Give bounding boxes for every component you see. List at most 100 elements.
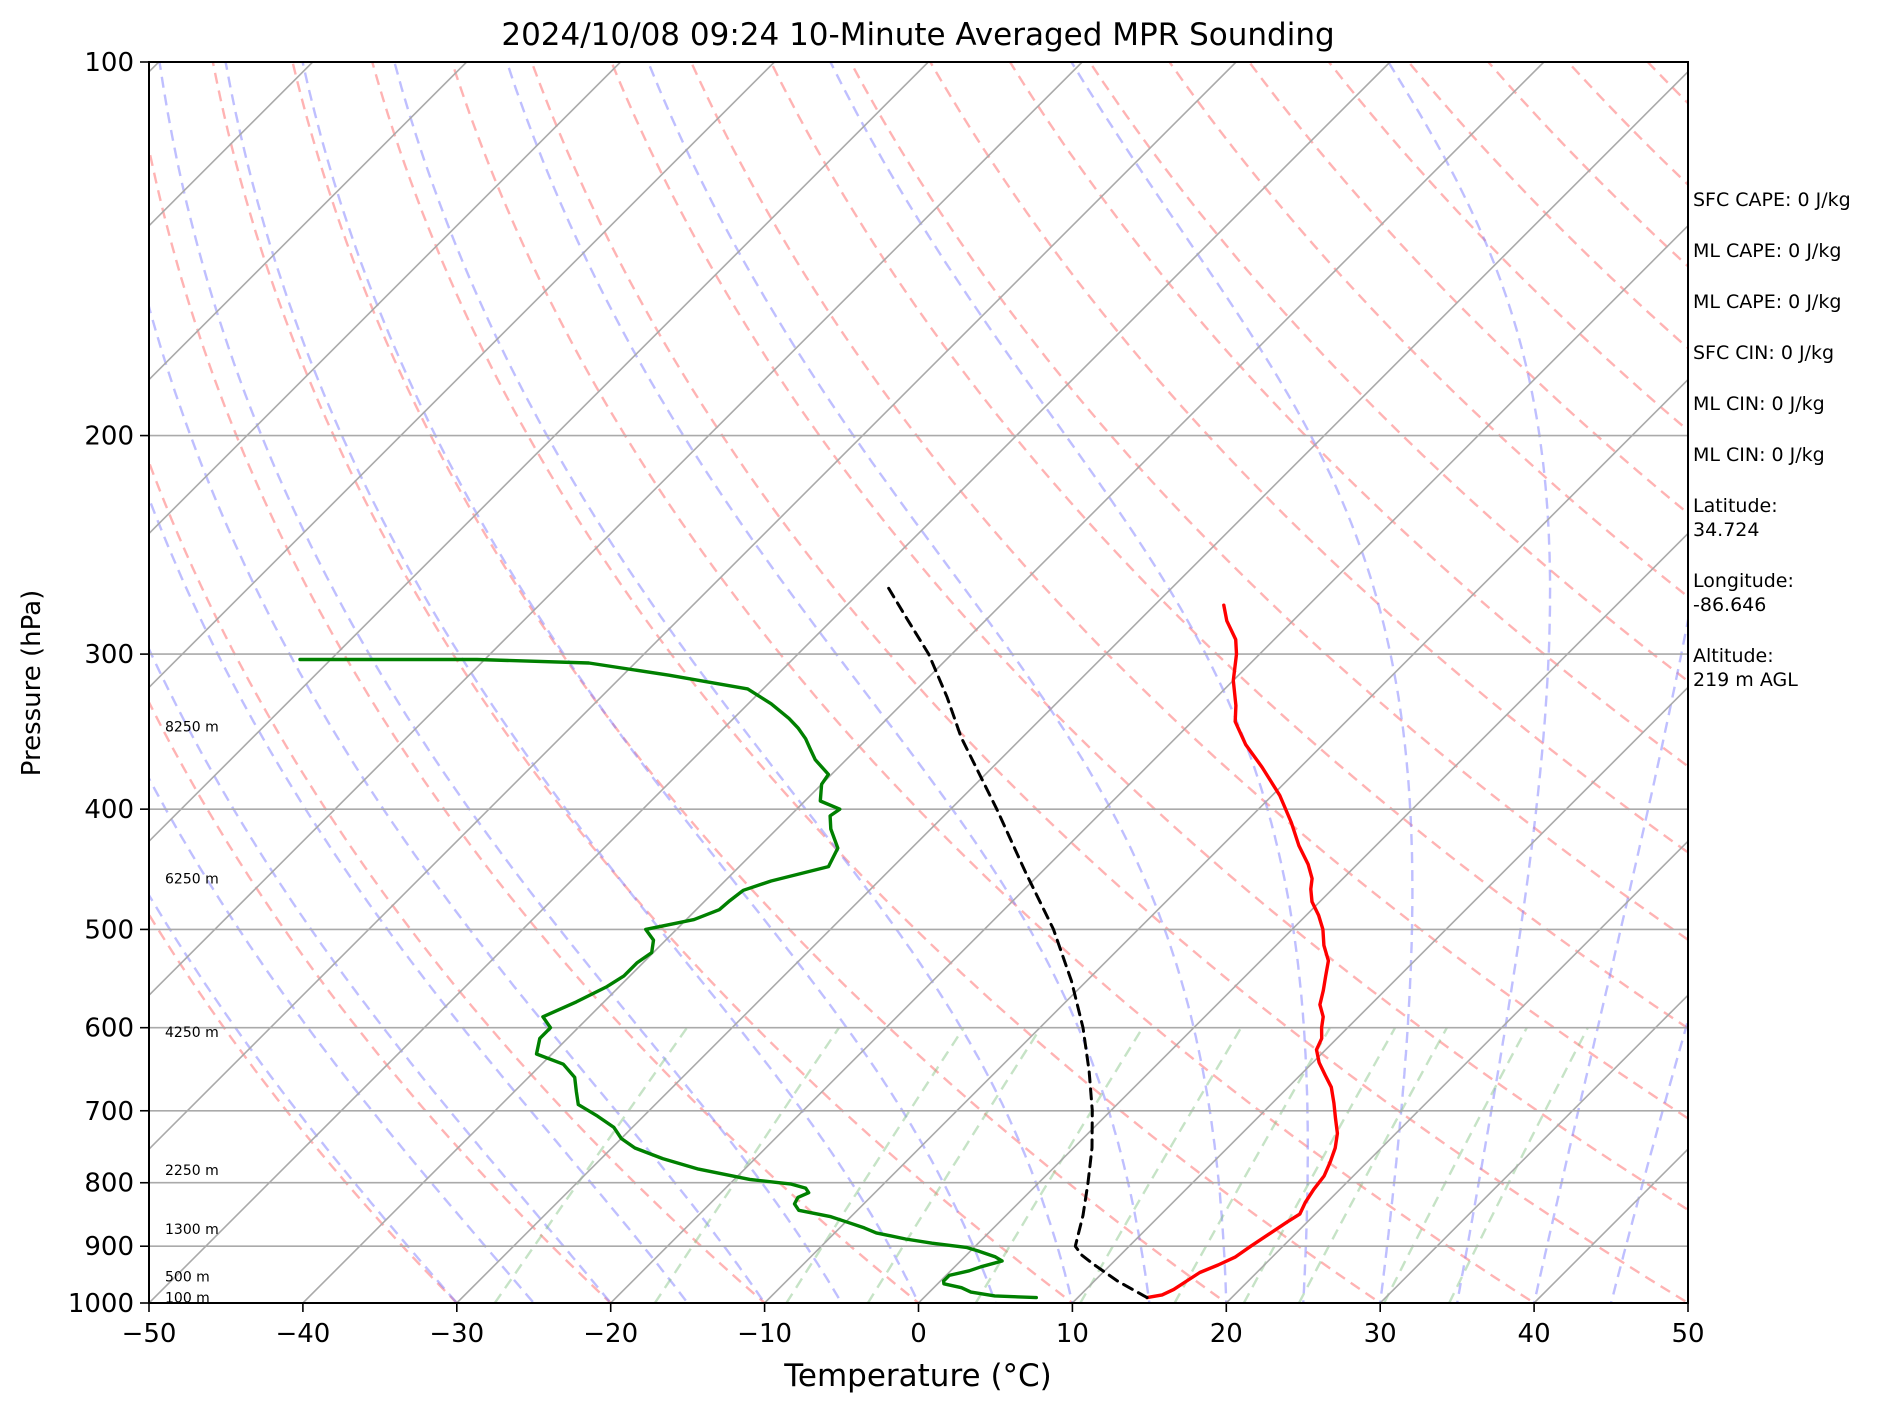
x-tick-label: 10 [1056,1319,1089,1349]
y-tick-label: 400 [84,795,134,825]
stat-item: ML CAPE: 0 J/kg [1693,240,1842,262]
mixing-ratio-line [1242,1027,1397,1303]
moist-adiabat [158,62,843,1303]
x-tick-label: −40 [275,1319,330,1349]
mixing-ratio-line [785,1027,965,1303]
moist-adiabat [149,892,459,1303]
background-lines [149,62,1688,1303]
moist-adiabat [1609,1015,1688,1303]
isotherm [610,224,1688,1303]
isotherm [149,62,1237,1151]
dry-adiabat [371,62,1383,1303]
isotherm [1225,840,1688,1303]
isotherm [302,62,1545,1303]
x-axis-label: Temperature (°C) [783,1358,1052,1394]
dry-adiabat [1247,62,1688,515]
y-tick-label: 800 [84,1169,134,1199]
dry-adiabat [149,143,921,1303]
moist-adiabat [505,62,1151,1303]
x-tick-label: −10 [737,1319,792,1349]
y-axis-label: Pressure (hPa) [17,590,47,777]
moist-adiabat [149,495,690,1303]
y-tick-label: 100 [84,48,134,78]
mixing-ratio-line [1297,1027,1448,1303]
height-label: 8250 m [165,719,219,735]
dry-adiabat [1407,62,1688,350]
isotherm [764,378,1688,1303]
dry-adiabat [149,912,459,1303]
axis-ticks: −50 −40 −30 −20 −10 0 10 20 30 40 50 100 200 300 400 50… [68,48,1705,1349]
data-series [298,583,1340,1300]
y-tick-label: 1000 [68,1289,134,1319]
height-label: 500 m [165,1269,210,1285]
dewpoint-line [298,657,1038,1300]
height-label: 2250 m [165,1163,219,1179]
stat-item: ML CAPE: 0 J/kg [1693,291,1842,313]
chart-title: 2024/10/08 09:24 10-Minute Averaged MPR … [501,17,1334,53]
stat-item: Altitude: 219 m AGL [1693,645,1798,691]
isotherm [149,62,1391,1303]
x-tick-label: 50 [1671,1319,1704,1349]
dry-adiabat [211,62,1075,1303]
stat-item: ML CIN: 0 J/kg [1693,444,1825,466]
dry-adiabat [849,62,1688,942]
height-label: 100 m [165,1291,210,1307]
x-tick-label: 0 [910,1319,927,1349]
x-tick-label: −30 [429,1319,484,1349]
dry-adiabat [928,62,1688,854]
moist-adiabat [829,62,1309,1303]
isotherm [456,70,1688,1303]
moist-adiabat [1386,62,1552,1303]
moist-adiabat [646,62,1228,1303]
mixing-ratio-line [493,1027,688,1303]
temperature-line [1145,603,1340,1300]
isotherm [149,62,775,689]
y-tick-label: 600 [84,1014,134,1044]
parcel-line [885,583,1149,1300]
moist-adiabat [149,302,767,1303]
dry-adiabat [1327,62,1688,432]
dry-adiabat [689,62,1688,1120]
isotherm [1071,686,1688,1303]
stat-item: Latitude: 34.724 [1693,495,1778,541]
sounding-stats: SFC CAPE: 0 J/kg ML CAPE: 0 J/kg ML CAPE: … [1693,188,1888,719]
stat-item: SFC CIN: 0 J/kg [1693,342,1835,364]
isotherm [149,62,929,843]
dry-adiabat [450,62,1537,1303]
moist-adiabat [1070,62,1414,1303]
moist-adiabat [149,775,536,1303]
mixing-ratio-line [653,1027,840,1303]
isotherm [149,62,622,535]
height-label: 1300 m [165,1222,219,1238]
y-tick-label: 700 [84,1097,134,1127]
moist-adiabat [393,62,1074,1303]
height-label: 6250 m [165,872,219,888]
dry-adiabat [149,458,767,1303]
mixing-ratio-line [1383,1027,1528,1303]
stat-item: SFC CAPE: 0 J/kg [1693,189,1851,211]
x-tick-label: −20 [583,1319,638,1349]
dry-adiabat [610,62,1688,1212]
dry-adiabat [530,62,1688,1303]
stat-item: Longitude: -86.646 [1693,570,1794,616]
y-tick-label: 300 [84,640,134,670]
x-tick-label: 20 [1210,1319,1243,1349]
x-tick-label: −50 [122,1319,177,1349]
dry-adiabat [1008,62,1688,768]
isotherm [149,62,468,381]
moist-adiabat [1532,613,1688,1303]
moist-adiabat [224,62,920,1303]
x-tick-label: 40 [1518,1319,1551,1349]
moist-adiabat [301,62,997,1303]
moist-adiabat [149,646,613,1303]
stat-item: ML CIN: 0 J/kg [1693,393,1825,415]
y-tick-label: 500 [84,915,134,945]
x-tick-label: 30 [1364,1319,1397,1349]
isotherm [149,62,1083,997]
mixing-ratio-line [866,1027,1042,1303]
dry-adiabat [769,62,1688,1030]
y-tick-label: 200 [84,422,134,452]
height-label: 4250 m [165,1025,219,1041]
isotherm [917,532,1688,1303]
